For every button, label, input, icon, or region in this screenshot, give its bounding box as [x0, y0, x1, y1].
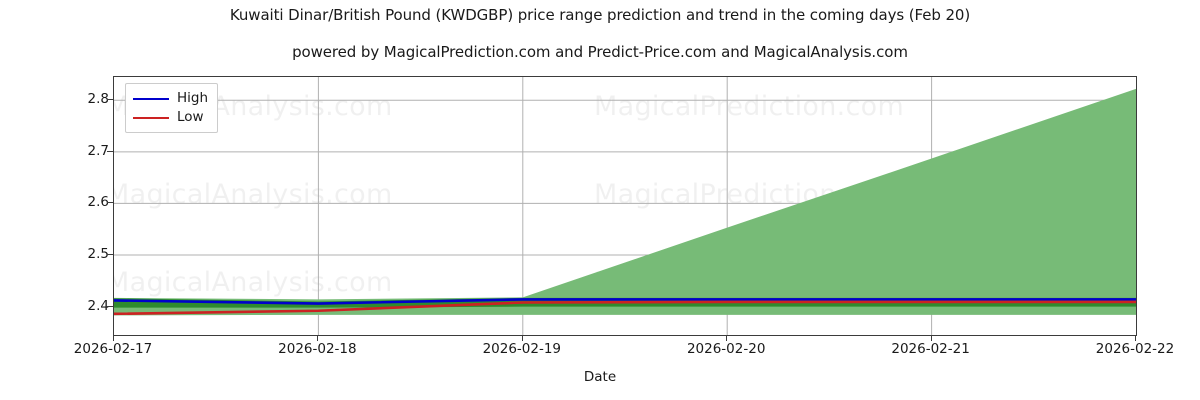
- forecast-range-band: [114, 88, 1136, 316]
- legend-item-high: High: [133, 89, 208, 108]
- x-axis-tick-mark: [521, 335, 523, 341]
- chart-canvas: [114, 77, 1136, 335]
- legend-swatch-high: [133, 97, 169, 100]
- y-axis-tick-label: 2.6: [87, 194, 109, 211]
- series-lines: [114, 298, 1136, 316]
- legend-label-high: High: [177, 89, 209, 106]
- series-line-low: [114, 300, 1136, 316]
- legend-label-low: Low: [177, 108, 204, 125]
- y-axis-tick-mark: [107, 150, 113, 152]
- x-axis-tick-label: 2026-02-21: [891, 341, 970, 357]
- range-bands: [114, 88, 1136, 316]
- x-axis-tick-mark: [726, 335, 728, 341]
- y-axis-tick-label: 2.7: [87, 142, 109, 159]
- y-axis-tick-mark: [107, 202, 113, 204]
- chart-title: Kuwaiti Dinar/British Pound (KWDGBP) pri…: [229, 6, 971, 24]
- chart-subtitle: powered by MagicalPrediction.com and Pre…: [292, 43, 908, 61]
- chart-legend: High Low: [125, 83, 219, 133]
- x-axis-tick-mark: [317, 335, 319, 341]
- x-axis-tick-label: 2026-02-19: [482, 341, 562, 357]
- x-axis-label: Date: [583, 369, 617, 385]
- x-axis-tick-label: 2026-02-22: [1095, 341, 1175, 357]
- x-axis-tick-label: 2026-02-18: [278, 341, 357, 357]
- y-axis-tick-label: 2.8: [87, 91, 109, 108]
- y-axis-tick-label: 2.5: [87, 246, 109, 263]
- x-axis-tick-label: 2026-02-17: [73, 341, 153, 357]
- x-axis-tick-mark: [113, 335, 114, 341]
- legend-item-low: Low: [133, 108, 208, 127]
- x-axis-tick-label: 2026-02-20: [686, 341, 766, 357]
- x-axis-tick-mark: [1135, 335, 1136, 341]
- y-axis-tick-mark: [107, 99, 113, 101]
- plot-area: MagicalAnalysis.com MagicalPrediction.com…: [113, 76, 1137, 336]
- legend-swatch-low: [133, 116, 169, 119]
- y-axis-tick-mark: [107, 254, 113, 256]
- x-axis-tick-mark: [930, 335, 932, 341]
- y-axis-tick-mark: [107, 305, 113, 307]
- y-axis-tick-label: 2.4: [87, 297, 109, 314]
- series-line-high: [114, 298, 1136, 305]
